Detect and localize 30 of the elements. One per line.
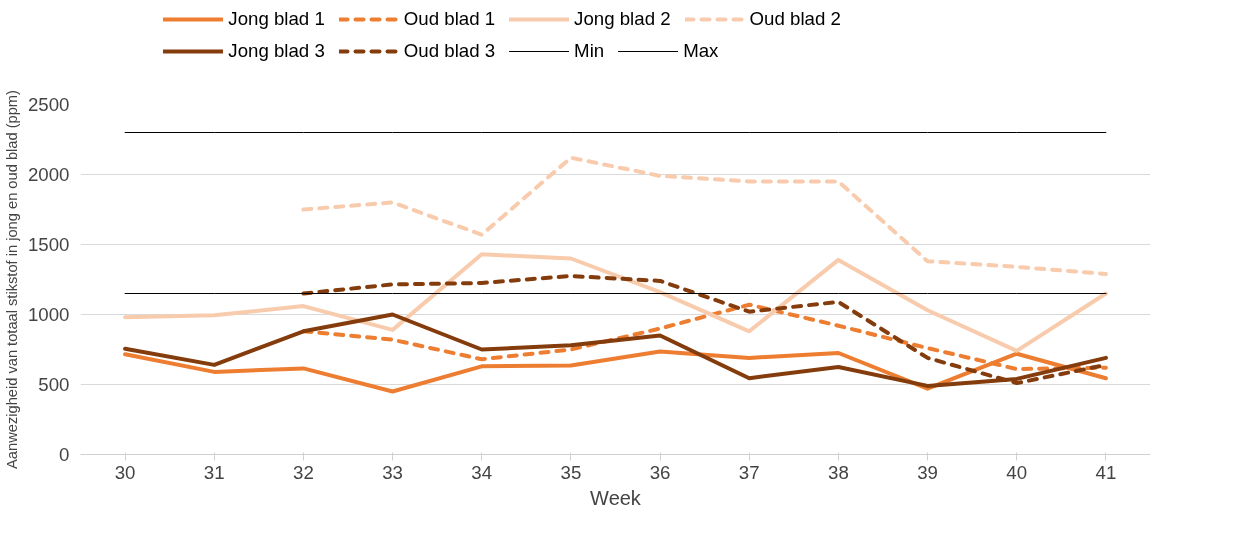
legend-label: Jong blad 3: [228, 40, 325, 62]
x-tick-label: 32: [293, 461, 314, 483]
y-axis-title: Aanwezigheid van totaal stikstof in jong en oud blad (ppm): [4, 90, 20, 469]
legend-label: Oud blad 1: [403, 8, 496, 30]
line-series: [301, 155, 1108, 276]
x-tick-label: 41: [1095, 461, 1117, 483]
x-tick-label: 36: [649, 461, 671, 483]
legend-label: Max: [683, 40, 719, 62]
x-tick-label: 35: [560, 461, 582, 483]
y-tick-label: 500: [38, 374, 70, 395]
x-tick-label: 37: [738, 461, 760, 483]
x-tick-label: 30: [114, 461, 136, 483]
x-tick-label: 34: [471, 461, 493, 483]
y-tick-label: 1500: [28, 234, 70, 255]
x-tick-label: 38: [828, 461, 849, 483]
legend-label: Oud blad 3: [403, 40, 496, 62]
x-tick-label: 33: [382, 461, 403, 483]
legend-label: Jong blad 1: [228, 8, 325, 30]
y-tick-label: 0: [59, 444, 70, 465]
y-tick-label: 2000: [28, 164, 70, 185]
legend-label: Jong blad 2: [574, 8, 671, 30]
legend-label: Oud blad 2: [749, 8, 841, 30]
x-tick-label: 39: [917, 461, 938, 483]
line-series: [123, 252, 1108, 353]
x-axis-title: Week: [590, 486, 642, 509]
x-tick-label: 40: [1006, 461, 1028, 483]
y-tick-label: 2500: [28, 94, 70, 115]
legend-label: Min: [574, 40, 605, 62]
y-tick-label: 1000: [28, 304, 70, 325]
x-tick-label: 31: [203, 461, 225, 483]
